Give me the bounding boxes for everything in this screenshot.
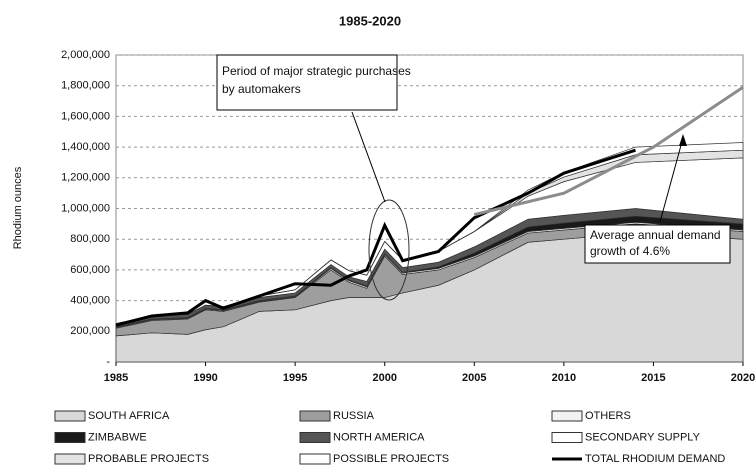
x-tick-label: 2010 xyxy=(552,372,576,384)
y-tick-label: 1,400,000 xyxy=(61,141,110,153)
legend-label: ZIMBABWE xyxy=(88,431,147,443)
arrow-head xyxy=(679,134,687,146)
y-tick-label: 400,000 xyxy=(70,295,110,307)
legend-swatch xyxy=(551,432,583,443)
legend-label: SECONDARY SUPPLY xyxy=(585,431,701,443)
annotation-line: Average annual demand xyxy=(590,228,721,242)
legend-swatch xyxy=(54,453,86,465)
chart-title: 1985-2020 xyxy=(339,13,401,28)
y-tick-label: 1,000,000 xyxy=(61,202,110,214)
legend-label: POSSIBLE PROJECTS xyxy=(333,453,449,465)
y-tick-label: 1,600,000 xyxy=(61,110,110,122)
x-tick-label: 2015 xyxy=(641,372,665,384)
annotation-box xyxy=(584,224,731,264)
x-tick-label: 2020 xyxy=(731,372,755,384)
y-tick-label: 800,000 xyxy=(70,233,110,245)
y-tick-label: - xyxy=(106,356,110,368)
x-tick-label: 2000 xyxy=(372,372,396,384)
y-tick-label: 1,200,000 xyxy=(61,172,110,184)
arrow-line xyxy=(659,137,684,223)
legend-swatch xyxy=(551,410,583,422)
annotation-line: growth of 4.6% xyxy=(590,244,670,258)
x-tick-label: 1990 xyxy=(193,372,217,384)
legend-swatch xyxy=(54,410,86,422)
annotation-box xyxy=(216,54,398,111)
y-tick-label: 1,800,000 xyxy=(61,80,110,92)
y-tick-label: 600,000 xyxy=(70,264,110,276)
x-tick-label: 2005 xyxy=(462,372,486,384)
legend-label: RUSSIA xyxy=(333,410,375,422)
legend-label: NORTH AMERICA xyxy=(333,431,425,443)
area xyxy=(115,142,744,324)
y-tick-label: 200,000 xyxy=(70,325,110,337)
legend-label: SOUTH AFRICA xyxy=(88,410,170,422)
legend-swatch xyxy=(54,432,86,443)
legend-swatch xyxy=(299,432,331,443)
x-tick-label: 1985 xyxy=(104,372,128,384)
annotation: Average annual demand growth of 4.6% xyxy=(590,228,721,258)
legend-swatch xyxy=(299,410,331,422)
annotation-line: Period of major strategic purchases xyxy=(222,64,411,78)
annotation: Period of major strategic purchases by au… xyxy=(222,64,411,96)
legend-label: TOTAL RHODIUM DEMAND xyxy=(585,453,725,465)
y-tick-label: 2,000,000 xyxy=(61,49,110,61)
highlight-ellipse xyxy=(368,199,410,301)
x-tick-label: 1995 xyxy=(283,372,307,384)
annotation-line: by automakers xyxy=(222,82,301,96)
trend-line xyxy=(473,85,744,217)
callout-line xyxy=(351,111,386,203)
y-axis-label: Rhodium ounces xyxy=(12,166,24,249)
legend-label: PROBABLE PROJECTS xyxy=(88,453,209,465)
legend-swatch xyxy=(299,453,331,465)
legend-label: OTHERS xyxy=(585,410,631,422)
